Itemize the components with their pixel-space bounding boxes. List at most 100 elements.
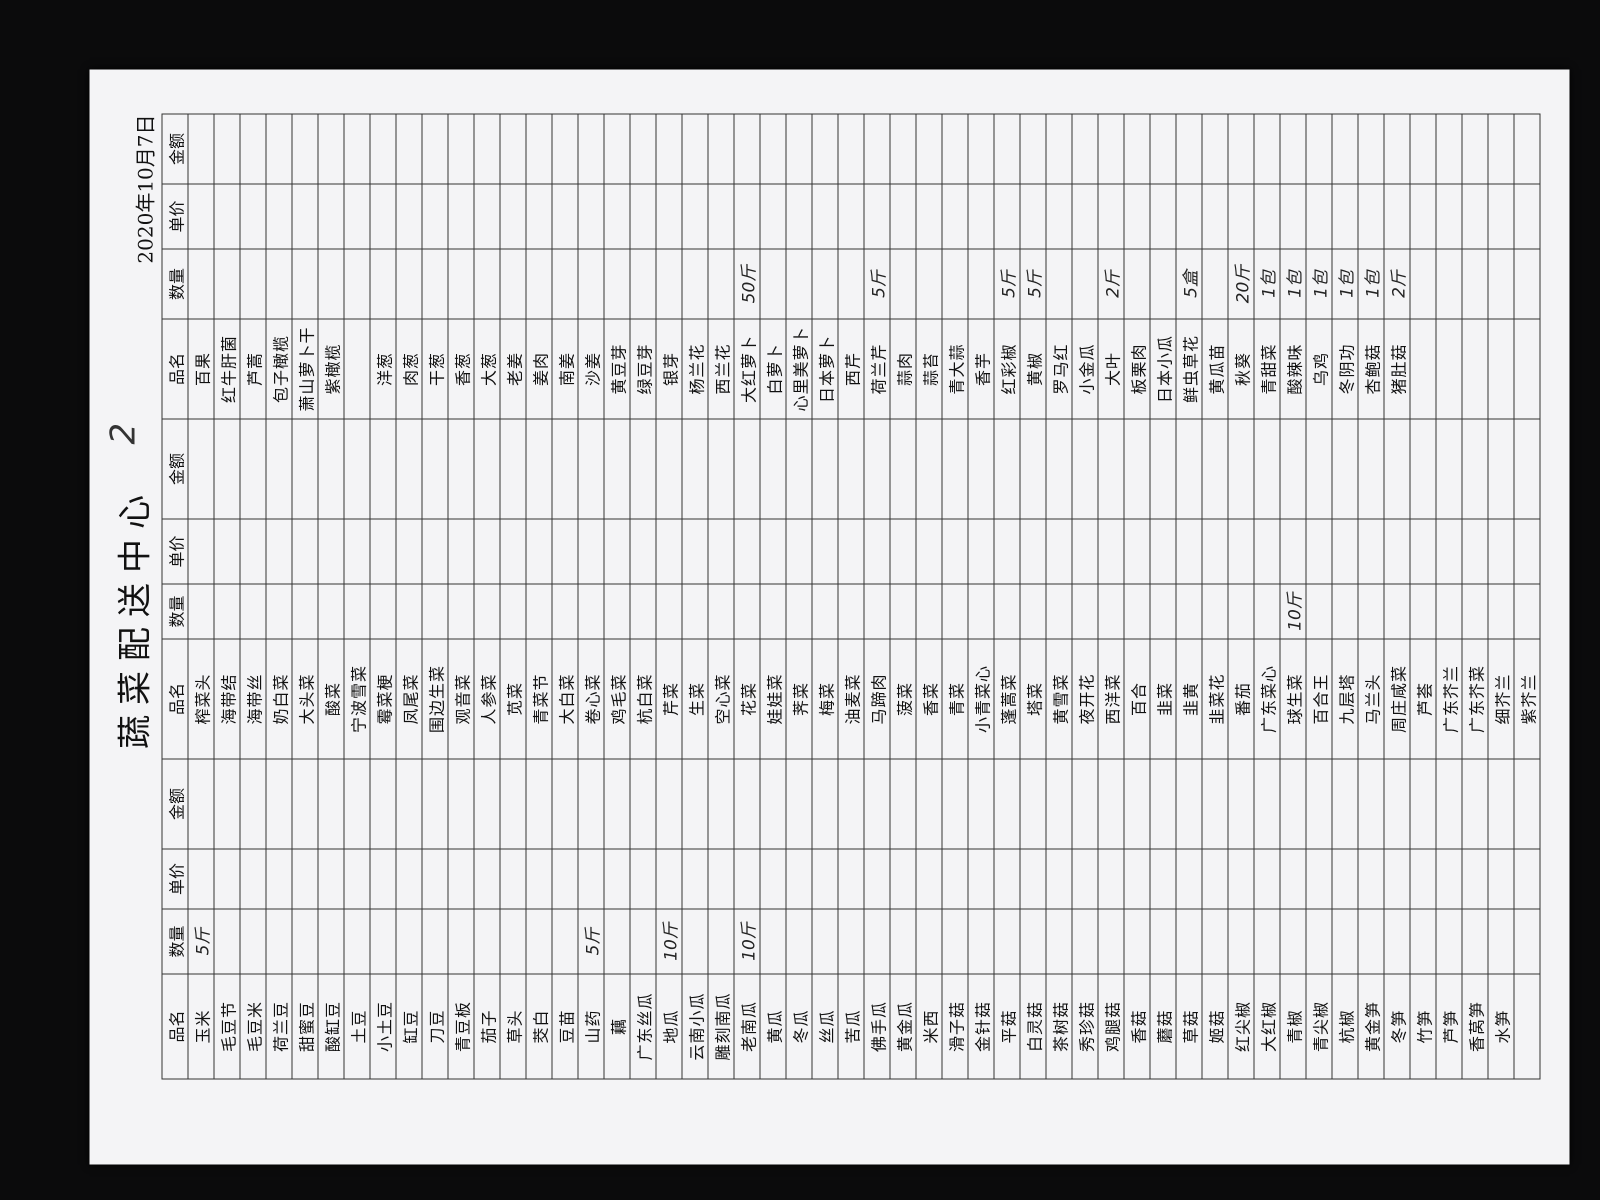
item-quantity (1124, 909, 1150, 974)
amount (630, 419, 656, 519)
amount (552, 759, 578, 849)
unit-price (942, 849, 968, 909)
amount (1202, 759, 1228, 849)
item-name: 山药 (578, 974, 604, 1079)
item-name (1436, 319, 1462, 419)
item-name: 大红萝卜 (734, 319, 760, 419)
unit-price (266, 849, 292, 909)
item-name: 马兰头 (1358, 639, 1384, 759)
item-name: 酸菜 (318, 639, 344, 759)
unit-price (1254, 184, 1280, 249)
amount (1410, 759, 1436, 849)
item-name: 梅菜 (812, 639, 838, 759)
item-quantity (1124, 249, 1150, 319)
amount (864, 759, 890, 849)
unit-price (994, 519, 1020, 584)
amount (1228, 759, 1254, 849)
item-name: 草头 (500, 974, 526, 1079)
item-name: 蘑菇 (1150, 974, 1176, 1079)
item-quantity (630, 909, 656, 974)
amount (396, 759, 422, 849)
item-name: 韭菜花 (1202, 639, 1228, 759)
amount (1462, 419, 1488, 519)
form-sheet: 蔬菜配送中心 2 2020年10月7日 品名 数量 单价 金额 品名 数量 单价 金额 品名 数量… (89, 69, 1570, 1165)
item-name: 青豆板 (448, 974, 474, 1079)
item-name: 杭椒 (1332, 974, 1358, 1079)
item-name: 香莴笋 (1462, 974, 1488, 1079)
unit-price (1436, 849, 1462, 909)
amount (1462, 759, 1488, 849)
item-name: 水笋 (1488, 974, 1514, 1079)
amount (994, 419, 1020, 519)
item-name: 青尖椒 (1306, 974, 1332, 1079)
unit-price (188, 519, 214, 584)
item-quantity (1124, 584, 1150, 639)
amount (474, 759, 500, 849)
unit-price (1462, 184, 1488, 249)
amount (942, 419, 968, 519)
unit-price (1358, 519, 1384, 584)
unit-price (1514, 519, 1540, 584)
item-quantity (188, 584, 214, 639)
item-name: 藕 (604, 974, 630, 1079)
item-name: 萧山萝卜干 (292, 319, 318, 419)
item-quantity (1488, 249, 1514, 319)
unit-price (1150, 849, 1176, 909)
item-name: 青椒 (1280, 974, 1306, 1079)
item-quantity (422, 909, 448, 974)
item-name: 芦笋 (1436, 974, 1462, 1079)
item-name: 青菜节 (526, 639, 552, 759)
amount (1020, 419, 1046, 519)
item-quantity (344, 584, 370, 639)
unit-price (1410, 184, 1436, 249)
item-name: 大红椒 (1254, 974, 1280, 1079)
item-quantity (370, 909, 396, 974)
unit-price (1384, 849, 1410, 909)
amount (188, 419, 214, 519)
amount (1410, 114, 1436, 184)
unit-price (1020, 519, 1046, 584)
item-name: 小金瓜 (1072, 319, 1098, 419)
item-name: 红彩椒 (994, 319, 1020, 419)
amount (1020, 759, 1046, 849)
amount (1072, 419, 1098, 519)
item-quantity (1488, 909, 1514, 974)
item-quantity (396, 249, 422, 319)
unit-price (422, 519, 448, 584)
item-row: 刀豆 围边生菜 干葱 (422, 114, 448, 1079)
unit-price (1020, 184, 1046, 249)
unit-price (708, 519, 734, 584)
amount (422, 759, 448, 849)
item-name: 丝瓜 (812, 974, 838, 1079)
item-quantity (1072, 249, 1098, 319)
item-name: 人参菜 (474, 639, 500, 759)
amount (1384, 114, 1410, 184)
amount (1046, 419, 1072, 519)
item-name: 刀豆 (422, 974, 448, 1079)
item-quantity (1046, 584, 1072, 639)
item-row: 冬瓜 荠菜 心里美萝卜 (786, 114, 812, 1079)
item-name: 香菇 (1124, 974, 1150, 1079)
amount (942, 759, 968, 849)
item-name: 生菜 (682, 639, 708, 759)
item-name: 甜蜜豆 (292, 974, 318, 1079)
item-quantity (292, 584, 318, 639)
item-name: 花菜 (734, 639, 760, 759)
item-name: 缸豆 (396, 974, 422, 1079)
amount (1228, 114, 1254, 184)
unit-price (266, 184, 292, 249)
item-name: 小土豆 (370, 974, 396, 1079)
amount (1306, 419, 1332, 519)
item-quantity: 1包 (1254, 249, 1280, 319)
amount (1436, 759, 1462, 849)
item-quantity: 2斤 (1384, 249, 1410, 319)
amount (760, 759, 786, 849)
item-quantity (292, 909, 318, 974)
item-row: 豆苗 大白菜 南姜 (552, 114, 578, 1079)
unit-price (500, 519, 526, 584)
amount (838, 759, 864, 849)
amount (240, 114, 266, 184)
unit-price (552, 184, 578, 249)
item-row: 甜蜜豆 大头菜 萧山萝卜干 (292, 114, 318, 1079)
unit-price (682, 849, 708, 909)
